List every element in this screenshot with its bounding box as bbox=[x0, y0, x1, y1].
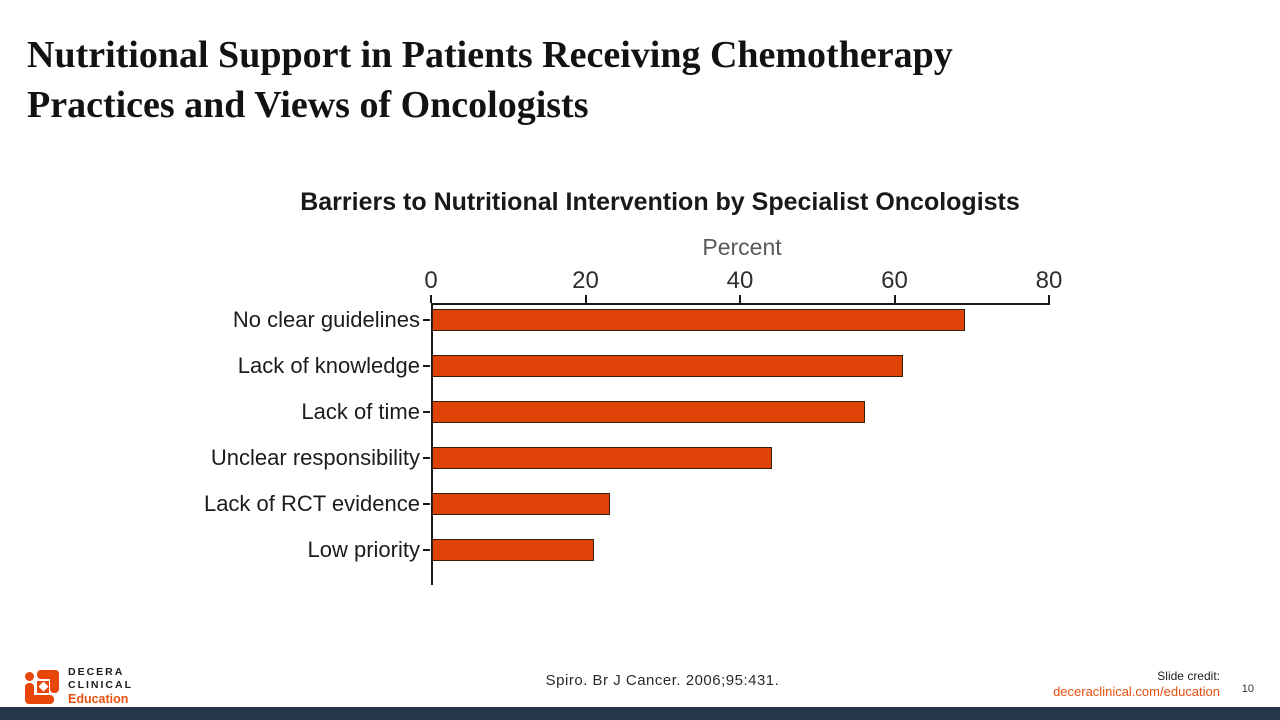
bottom-accent-bar bbox=[0, 707, 1280, 720]
x-tick-mark bbox=[430, 295, 432, 303]
bar-lack-of-rct-evidence bbox=[432, 493, 610, 515]
y-tick-mark bbox=[423, 549, 430, 551]
bar-lack-of-knowledge bbox=[432, 355, 904, 377]
x-tick-label: 20 bbox=[572, 267, 599, 294]
logo-dot-shape bbox=[25, 671, 34, 681]
logo-line3: Education bbox=[68, 692, 129, 706]
logo-line1: DECERA bbox=[68, 666, 125, 678]
slide-title: Nutritional Support in Patients Receivin… bbox=[27, 30, 1177, 130]
logo-bar-shape bbox=[37, 669, 59, 679]
category-label: Unclear responsibility bbox=[210, 445, 420, 470]
bar-no-clear-guidelines bbox=[432, 309, 966, 331]
x-tick-mark bbox=[584, 295, 587, 303]
logo-center-shape bbox=[37, 680, 49, 693]
x-tick-label: 80 bbox=[1035, 267, 1063, 294]
x-tick-mark bbox=[893, 295, 896, 303]
bar-unclear-responsibility bbox=[432, 447, 772, 469]
slide-title-line2: Practices and Views of Oncologists bbox=[27, 84, 589, 126]
slide-credit-label: Slide credit: bbox=[1157, 669, 1220, 683]
slide-credit: Slide credit: deceraclinical.com/educati… bbox=[1053, 669, 1220, 699]
x-tick-mark bbox=[1048, 295, 1050, 303]
decera-logo-icon bbox=[25, 669, 59, 704]
y-tick-mark bbox=[423, 365, 430, 367]
x-tick-label: 60 bbox=[881, 267, 908, 294]
bar-lack-of-time bbox=[432, 401, 865, 423]
x-axis-title: Percent bbox=[702, 234, 782, 260]
category-label: Lack of time bbox=[301, 399, 420, 424]
y-axis-line bbox=[431, 303, 433, 585]
category-label: Low priority bbox=[307, 537, 420, 562]
x-tick-label: 0 bbox=[424, 267, 438, 294]
y-tick-mark bbox=[423, 411, 430, 413]
logo: DECERA CLINICAL Education bbox=[25, 666, 133, 707]
x-tick-label: 40 bbox=[726, 267, 754, 294]
y-tick-mark bbox=[423, 319, 430, 321]
page-number: 10 bbox=[1241, 683, 1254, 695]
slide-title-line1: Nutritional Support in Patients Receivin… bbox=[27, 34, 953, 76]
logo-bar-shape bbox=[27, 694, 54, 704]
logo-text: DECERA CLINICAL Education bbox=[68, 666, 133, 707]
x-axis-line bbox=[431, 303, 1050, 305]
chart-title: Barriers to Nutritional Intervention by … bbox=[300, 188, 1020, 216]
citation-text: Spiro. Br J Cancer. 2006;95:431. bbox=[545, 672, 780, 689]
category-label: Lack of RCT evidence bbox=[203, 491, 420, 516]
category-label: No clear guidelines bbox=[232, 307, 420, 332]
slide-credit-link[interactable]: deceraclinical.com/education bbox=[1053, 684, 1220, 699]
logo-bar-shape bbox=[25, 682, 34, 704]
logo-line2: CLINICAL bbox=[68, 679, 133, 691]
bar-low-priority bbox=[432, 539, 595, 561]
y-tick-mark bbox=[423, 503, 430, 505]
plot-area: 0 20 40 60 80 bbox=[424, 267, 1062, 589]
category-label: Lack of knowledge bbox=[237, 353, 420, 378]
logo-diamond-shape bbox=[38, 681, 48, 692]
x-tick-mark bbox=[739, 295, 741, 303]
logo-bar-shape bbox=[50, 669, 59, 693]
y-tick-mark bbox=[423, 457, 430, 459]
